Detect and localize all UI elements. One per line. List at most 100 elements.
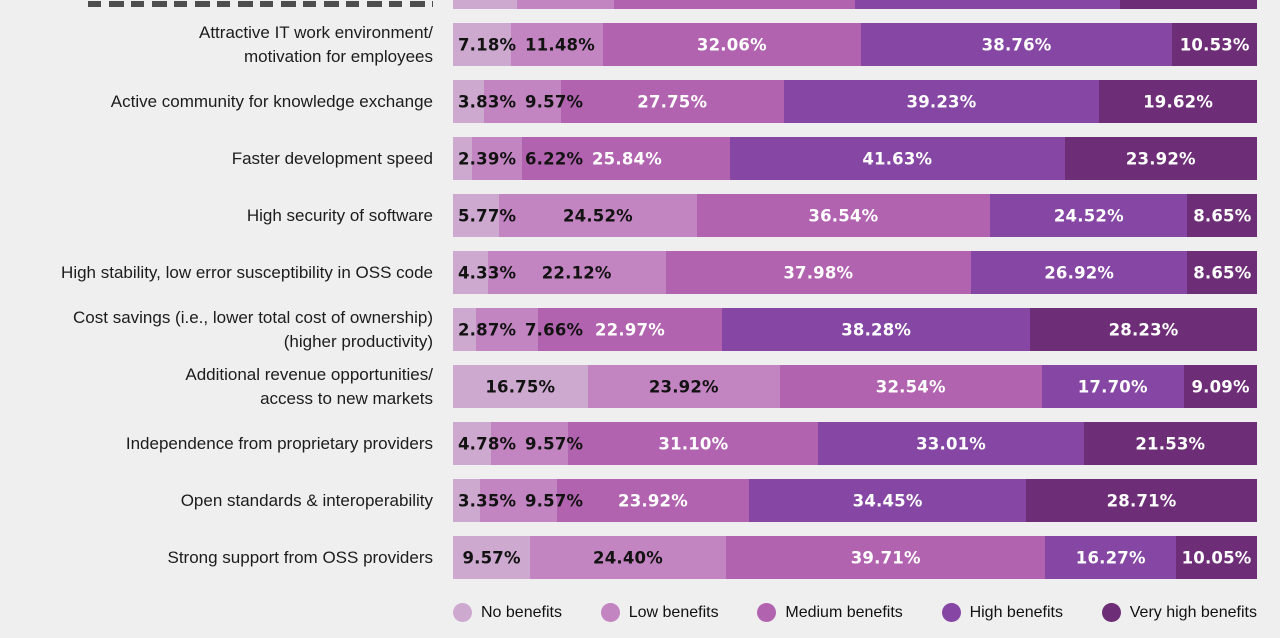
bar-segment-no-benefits — [453, 251, 488, 294]
bar-segment-no-benefits — [453, 479, 480, 522]
segment-value-label: 39.71% — [850, 548, 921, 567]
chart-rows: Attractive IT work environment/motivatio… — [0, 23, 1258, 593]
segment-value-label: 2.39% — [458, 149, 517, 168]
category-label-line: Faster development speed — [231, 148, 433, 168]
segment-value-label: 16.75% — [485, 377, 556, 396]
segment-value-label: 8.65% — [1193, 263, 1252, 282]
bar-segment-no-benefits — [453, 194, 500, 237]
legend-swatch-icon — [757, 603, 777, 622]
bar-segment-high-benefits — [1041, 365, 1184, 408]
bar-segment-very-high-benefits — [1026, 479, 1257, 522]
segment-value-label: 34.45% — [852, 491, 923, 510]
segment-value-label: 41.63% — [862, 149, 933, 168]
bar-segment-medium-benefits — [568, 422, 819, 465]
bar-segment-very-high-benefits — [1187, 251, 1257, 294]
legend-label: No benefits — [481, 603, 562, 621]
segment-value-label: 23.92% — [618, 491, 688, 510]
bar-segment-high-benefits — [749, 479, 1027, 522]
bar-segment-medium-benefits — [560, 80, 784, 123]
bar-segment-high-benefits — [722, 308, 1031, 351]
segment-value-label: 4.78% — [458, 434, 517, 453]
segment-value-label: 32.54% — [875, 377, 946, 396]
category-label-line: Independence from proprietary providers — [125, 433, 433, 453]
segment-value-label: 22.97% — [595, 320, 665, 339]
legend-swatch-icon — [1101, 603, 1121, 622]
segment-value-label: 26.92% — [1044, 263, 1115, 282]
bar-segment-medium-benefits — [696, 194, 991, 237]
segment-value-label: 16.27% — [1075, 548, 1146, 567]
bar-segment-high-benefits — [990, 194, 1188, 237]
category-label-line: Open standards & interoperability — [180, 490, 433, 510]
segment-value-label: 17.70% — [1077, 377, 1148, 396]
segment-value-label: 3.83% — [458, 92, 517, 111]
bar-segment-low-benefits — [491, 422, 569, 465]
bar-segment-low-benefits — [499, 194, 697, 237]
segment-value-label: 3.35% — [458, 491, 517, 510]
segment-value-label: 33.01% — [916, 434, 987, 453]
legend-swatch-icon — [941, 603, 961, 622]
segment-value-label: 19.62% — [1143, 92, 1214, 111]
category-label: High security of software — [0, 204, 453, 228]
cropped-bar-segment — [854, 0, 1121, 9]
legend-item: No benefits — [453, 603, 562, 622]
cropped-row-label-remnant — [88, 1, 433, 7]
bar-segment-no-benefits — [453, 365, 588, 408]
bar-segment-high-benefits — [971, 251, 1188, 294]
bar-row: Attractive IT work environment/motivatio… — [0, 23, 1258, 66]
category-label: Faster development speed — [0, 147, 453, 171]
bar-row: Strong support from OSS providers 9.57% 2… — [0, 536, 1257, 579]
segment-value-label: 24.40% — [593, 548, 663, 567]
segment-value-label: 39.23% — [906, 92, 977, 111]
category-label-line: (higher productivity) — [283, 331, 433, 351]
category-label: Independence from proprietary providers — [0, 432, 453, 456]
bar-segment-very-high-benefits — [1172, 23, 1258, 66]
bar-segment-very-high-benefits — [1064, 137, 1257, 180]
legend-label: Very high benefits — [1129, 603, 1257, 621]
category-label: High stability, low error susceptibility… — [0, 261, 453, 285]
segment-value-label: 28.23% — [1108, 320, 1179, 339]
category-label-line: Strong support from OSS providers — [167, 547, 433, 567]
segment-value-label: 9.09% — [1191, 377, 1250, 396]
segment-value-label: 9.57% — [525, 92, 584, 111]
category-label: Open standards & interoperability — [0, 489, 453, 513]
segment-value-label: 9.57% — [462, 548, 521, 567]
legend-item: Medium benefits — [757, 603, 903, 622]
segment-value-label: 28.71% — [1106, 491, 1177, 510]
cropped-bar-segment — [1120, 0, 1257, 9]
bar-row: High security of software 5.77% 24.52% 36.… — [0, 194, 1257, 237]
segment-value-label: 24.52% — [562, 206, 633, 225]
chart-legend: No benefits Low benefits Medium benefits… — [453, 603, 1257, 622]
segment-value-label: 5.77% — [458, 206, 517, 225]
bar-segment-low-benefits — [587, 365, 780, 408]
segment-value-label: 8.65% — [1193, 206, 1252, 225]
bar-row: Cost savings (i.e., lower total cost of … — [0, 308, 1257, 351]
segment-value-label: 23.92% — [1125, 149, 1196, 168]
bar-segment-low-benefits — [510, 23, 604, 66]
legend-swatch-icon — [600, 603, 620, 622]
category-label: Strong support from OSS providers — [0, 546, 453, 570]
stacked-bar: 16.75% 23.92% 32.54% 17.70% 9.09% — [453, 365, 1257, 408]
legend-item: Low benefits — [600, 603, 719, 622]
bar-segment-very-high-benefits — [1176, 536, 1257, 579]
category-label-line: Cost savings (i.e., lower total cost of … — [73, 308, 433, 327]
bar-segment-medium-benefits — [556, 479, 750, 522]
bar-row: Open standards & interoperability 3.35% 9… — [0, 479, 1257, 522]
segment-value-label: 38.76% — [981, 35, 1052, 54]
legend-item: Very high benefits — [1101, 603, 1257, 622]
bar-row: Active community for knowledge exchange … — [0, 80, 1257, 123]
category-label-line: motivation for employees — [244, 46, 433, 66]
segment-value-label: 37.98% — [783, 263, 854, 282]
segment-value-label: 38.28% — [841, 320, 912, 339]
segment-value-label: 24.52% — [1053, 206, 1124, 225]
bar-segment-low-benefits — [529, 536, 727, 579]
category-label: Active community for knowledge exchange — [0, 90, 453, 114]
stacked-bar: 4.78% 9.57% 31.10% 33.01% 21.53% — [453, 422, 1257, 465]
segment-value-label: 7.66% — [525, 320, 584, 339]
bar-segment-very-high-benefits — [1030, 308, 1257, 351]
bar-segment-no-benefits — [453, 137, 473, 180]
bar-segment-high-benefits — [1045, 536, 1177, 579]
bar-segment-medium-benefits — [726, 536, 1046, 579]
stacked-bar: 4.33% 22.12% 37.98% 26.92% 8.65% — [453, 251, 1257, 294]
cropped-bar-segment — [453, 0, 518, 9]
segment-value-label: 32.06% — [696, 35, 767, 54]
